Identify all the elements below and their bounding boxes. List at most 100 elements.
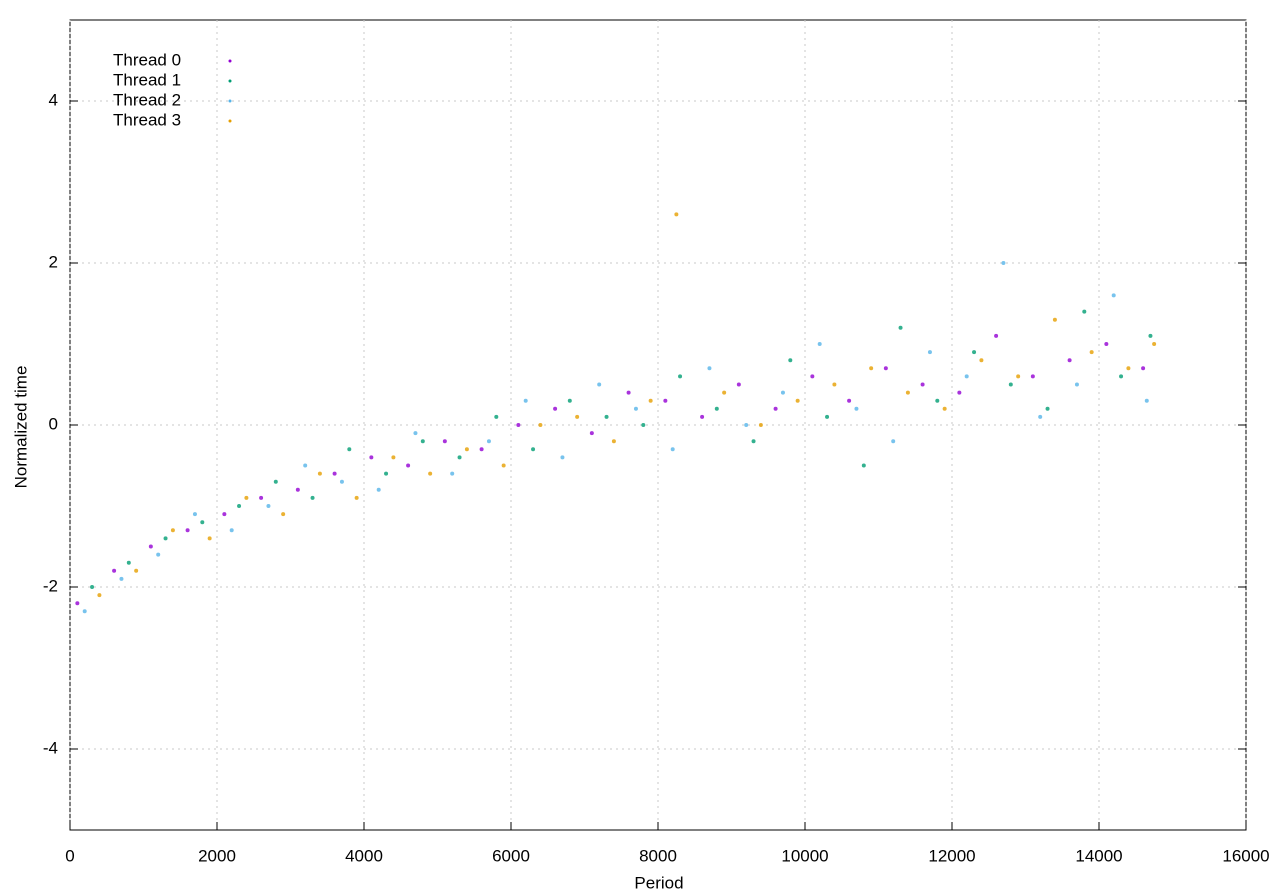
x-tick-label: 10000 — [781, 846, 828, 865]
point — [1001, 261, 1006, 265]
point — [1144, 398, 1149, 403]
x-tick-label: 0 — [65, 846, 74, 865]
point — [891, 439, 896, 444]
legend-label: Thread 3 — [113, 110, 181, 129]
point — [148, 544, 153, 549]
point — [788, 358, 793, 363]
point — [1074, 382, 1079, 387]
point — [339, 479, 344, 484]
y-tick-label: -4 — [43, 738, 58, 757]
point — [347, 447, 352, 452]
point — [795, 398, 800, 403]
y-tick-label: 4 — [49, 90, 58, 109]
point — [883, 366, 888, 371]
point — [516, 423, 521, 427]
point — [920, 382, 925, 387]
point — [259, 495, 264, 500]
point — [758, 423, 763, 427]
point — [1082, 309, 1087, 314]
legend-marker — [228, 99, 232, 103]
point — [861, 463, 866, 468]
point — [670, 447, 675, 452]
point — [450, 471, 455, 476]
x-tick-label: 16000 — [1222, 846, 1269, 865]
y-axis-label: Normalized time — [11, 366, 30, 489]
point — [674, 212, 679, 217]
point — [538, 423, 543, 427]
point — [1089, 350, 1094, 355]
point — [1111, 293, 1116, 298]
point — [266, 504, 271, 508]
point — [979, 358, 984, 363]
y-tick-label: 2 — [49, 252, 58, 271]
point — [780, 390, 785, 395]
point — [384, 471, 389, 476]
point — [229, 528, 234, 533]
point — [1119, 374, 1124, 379]
point — [1104, 342, 1109, 346]
point — [112, 568, 117, 573]
point — [170, 528, 175, 533]
point — [575, 414, 580, 419]
point — [376, 487, 381, 492]
point — [736, 382, 741, 387]
point — [553, 406, 558, 411]
point — [957, 390, 962, 395]
point — [1067, 358, 1072, 363]
point — [626, 390, 631, 395]
point — [457, 455, 462, 460]
point — [479, 447, 484, 452]
x-tick-label: 2000 — [198, 846, 236, 865]
point — [494, 414, 499, 419]
point — [531, 447, 536, 452]
point — [281, 512, 286, 517]
x-tick-label: 12000 — [928, 846, 975, 865]
point — [935, 398, 940, 403]
point — [648, 398, 653, 403]
point — [964, 374, 969, 379]
point — [707, 366, 712, 371]
point — [222, 512, 227, 517]
point — [310, 495, 315, 500]
point — [810, 374, 815, 379]
point — [597, 382, 602, 387]
point — [1038, 414, 1043, 419]
y-tick-label: 0 — [49, 414, 58, 433]
point — [611, 439, 616, 444]
legend-marker — [228, 79, 232, 83]
point — [751, 439, 756, 444]
x-tick-label: 6000 — [492, 846, 530, 865]
point — [567, 398, 572, 403]
point — [75, 601, 80, 606]
point — [898, 325, 903, 330]
point — [972, 350, 977, 355]
point — [663, 398, 668, 403]
point — [1152, 342, 1157, 346]
legend-label: Thread 1 — [113, 70, 181, 89]
point — [678, 374, 683, 379]
point — [1030, 374, 1035, 379]
point — [714, 406, 719, 411]
y-tick-label: -2 — [43, 576, 58, 595]
point — [927, 350, 932, 355]
point — [641, 423, 646, 427]
point — [464, 447, 469, 452]
point — [406, 463, 411, 468]
legend-marker — [228, 119, 232, 123]
point — [589, 431, 594, 436]
point — [369, 455, 374, 460]
x-tick-label: 14000 — [1075, 846, 1122, 865]
point — [486, 439, 491, 444]
x-tick-label: 4000 — [345, 846, 383, 865]
point — [332, 471, 337, 476]
point — [744, 423, 749, 427]
point — [854, 406, 859, 411]
point — [1008, 382, 1013, 387]
point — [773, 406, 778, 411]
point — [317, 471, 322, 476]
point — [163, 536, 168, 541]
point — [207, 536, 212, 541]
point — [905, 390, 910, 395]
point — [156, 552, 161, 557]
